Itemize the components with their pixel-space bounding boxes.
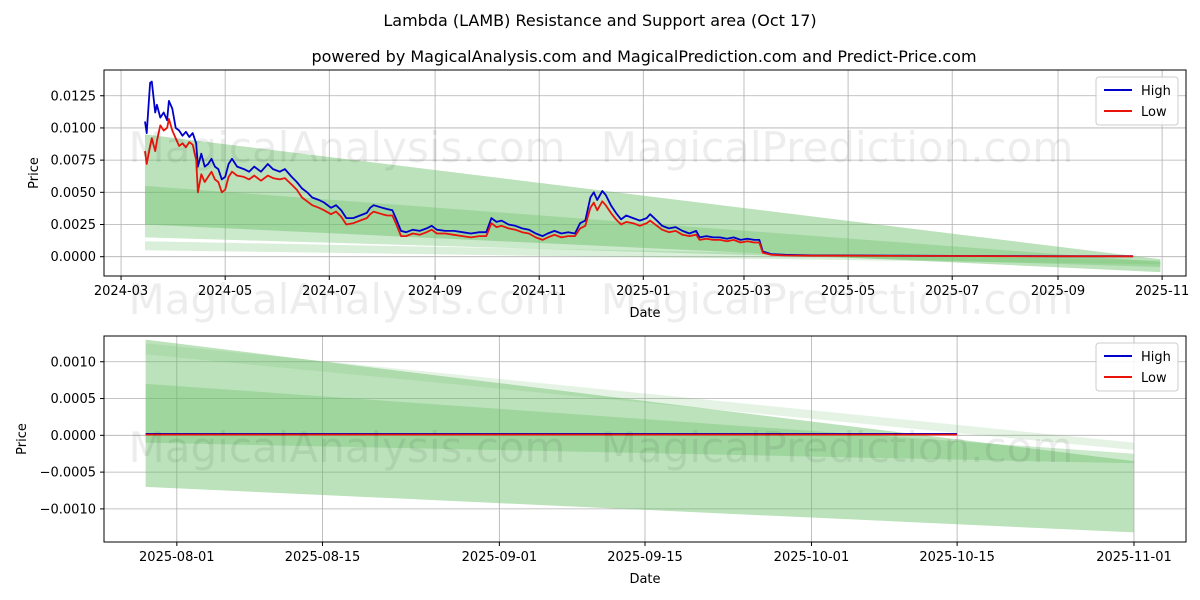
watermark-text: MagicalAnalysis.com	[129, 123, 566, 172]
series-line-low	[144, 118, 1134, 258]
chart-title: Lambda (LAMB) Resistance and Support are…	[383, 11, 816, 30]
x-tick-label: 2025-11-01	[1096, 550, 1172, 565]
y-tick-label: −0.0005	[40, 466, 96, 481]
x-tick-label: 2025-01	[616, 284, 670, 299]
y-tick-label: 0.0010	[51, 355, 97, 370]
legend-label-low: Low	[1141, 371, 1167, 386]
y-tick-label: 0.0000	[51, 250, 97, 265]
x-tick-label: 2025-03	[717, 284, 771, 299]
x-tick-label: 2025-08-15	[285, 550, 361, 565]
plot-frame	[103, 69, 1187, 277]
watermark-text: MagicalAnalysis.com	[129, 423, 566, 472]
watermark-text: MagicalPrediction.com	[601, 275, 1074, 324]
x-tick-label: 2025-10-15	[919, 550, 995, 565]
x-tick-label: 2024-09	[408, 284, 462, 299]
watermark-text: MagicalPrediction.com	[601, 423, 1074, 472]
x-tick-label: 2024-05	[198, 284, 252, 299]
watermark-text: MagicalAnalysis.com	[129, 275, 566, 324]
series-line-high	[144, 80, 1134, 258]
band-support-thin	[145, 343, 1134, 451]
x-tick-label: 2025-09-15	[607, 550, 683, 565]
x-axis-label: Date	[629, 306, 660, 321]
price-history-panel: MagicalAnalysis.com MagicalPrediction.com…	[27, 69, 1189, 324]
legend-label-high: High	[1141, 350, 1171, 365]
y-tick-label: 0.0000	[51, 429, 97, 444]
x-axis-label: Date	[629, 572, 660, 587]
y-tick-label: 0.0125	[51, 89, 97, 104]
x-tick-label: 2025-08-01	[139, 550, 215, 565]
band-resistance-outer	[145, 339, 1134, 533]
forecast-panel: MagicalAnalysis.com MagicalPrediction.com…	[15, 335, 1187, 587]
y-tick-label: −0.0010	[40, 502, 96, 517]
legend-label-low: Low	[1141, 105, 1167, 120]
band-support-floor	[144, 241, 1161, 265]
x-tick-label: 2024-07	[302, 284, 356, 299]
y-tick-label: 0.0025	[51, 218, 97, 233]
band-resistance-support-inner	[144, 185, 1161, 267]
band-resistance-support-outer	[144, 134, 1161, 273]
x-tick-label: 2025-09	[1031, 284, 1085, 299]
y-axis-label: Price	[15, 423, 30, 455]
x-tick-label: 2025-09-01	[462, 550, 538, 565]
band-resistance-inner	[145, 383, 1134, 464]
x-tick-label: 2024-11	[512, 284, 566, 299]
plot-area	[104, 70, 1186, 276]
x-tick-label: 2024-03	[94, 284, 148, 299]
watermark-text: MagicalPrediction.com	[601, 123, 1074, 172]
y-tick-label: 0.0050	[51, 186, 97, 201]
x-tick-label: 2025-05	[821, 284, 875, 299]
x-tick-label: 2025-10-01	[774, 550, 850, 565]
y-tick-label: 0.0075	[51, 154, 97, 169]
y-axis-label: Price	[27, 157, 42, 189]
x-tick-label: 2025-11	[1135, 284, 1189, 299]
legend-label-high: High	[1141, 84, 1171, 99]
y-tick-label: 0.0100	[51, 121, 97, 136]
y-tick-label: 0.0005	[51, 392, 97, 407]
chart-subtitle: powered by MagicalAnalysis.com and Magic…	[311, 47, 976, 66]
x-tick-label: 2025-07	[925, 284, 979, 299]
plot-area	[104, 336, 1186, 542]
